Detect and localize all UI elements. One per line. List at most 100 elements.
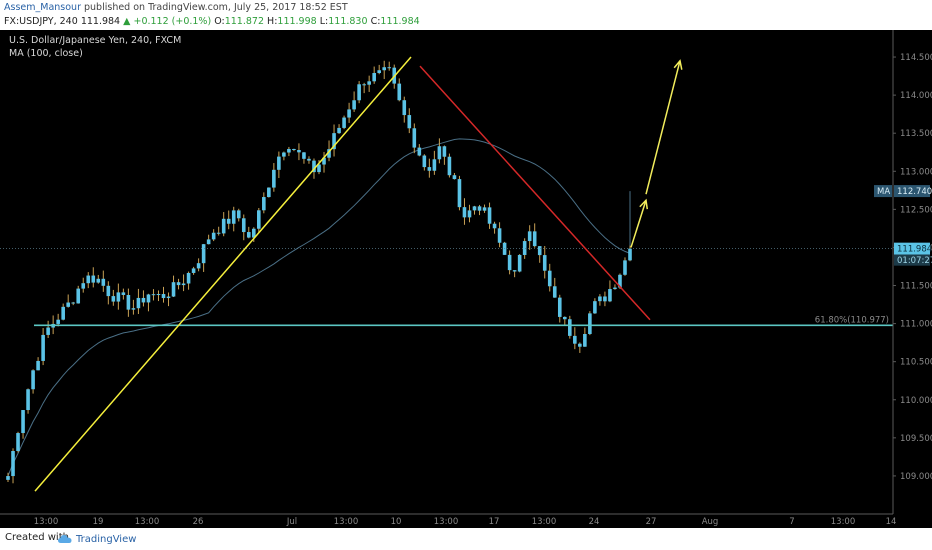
candle <box>282 152 286 157</box>
tradingview-logo[interactable]: TradingView <box>58 530 136 548</box>
chart-canvas[interactable]: 61.80%(110.977) 109.000 109.500 110.000 110… <box>0 30 932 528</box>
candle <box>397 83 402 101</box>
candle <box>206 239 211 245</box>
candle <box>618 274 622 288</box>
ohlc-line: FX:USDJPY, 240 111.984 ▲ +0.112 (+0.1%) … <box>4 16 420 27</box>
candle <box>557 297 562 317</box>
candle <box>31 370 35 390</box>
candle <box>171 282 176 297</box>
candle <box>608 289 612 302</box>
price-axis-bg <box>893 30 932 528</box>
candle <box>257 210 261 229</box>
candle <box>497 228 502 243</box>
symbol-label: FX:USDJPY, 240 <box>4 16 78 27</box>
candle <box>191 268 196 273</box>
candle <box>156 294 161 296</box>
candle <box>106 285 111 297</box>
candle <box>512 270 517 272</box>
candle <box>196 263 201 269</box>
legend-title: U.S. Dollar/Japanese Yen, 240, FXCM <box>9 35 182 46</box>
candle <box>332 133 336 150</box>
candle <box>522 241 527 255</box>
candle <box>583 334 587 347</box>
candle <box>146 294 151 303</box>
candle <box>482 207 487 211</box>
candle <box>116 292 121 302</box>
candle <box>161 294 166 299</box>
candle <box>16 433 20 452</box>
candle <box>307 158 311 161</box>
price-tick-label: 114.000 <box>900 91 932 101</box>
uptrend-line[interactable] <box>34 56 412 492</box>
candle <box>357 84 361 101</box>
time-tick-label: 13:00 <box>135 517 160 527</box>
candle <box>407 115 412 129</box>
fib-level-label: 61.80%(110.977) <box>815 315 889 325</box>
time-tick-label: Aug <box>702 517 719 527</box>
chart-header: Assem_Mansour published on TradingView.c… <box>0 0 932 30</box>
candle <box>387 67 392 69</box>
candle <box>532 231 537 247</box>
candle <box>487 207 492 224</box>
last-price-tag-text: 111.984 <box>897 245 932 255</box>
candle <box>603 296 607 302</box>
time-tick-label: 24 <box>589 517 600 527</box>
candle <box>226 218 231 224</box>
arrow-head-icon <box>639 198 649 210</box>
candle <box>91 275 96 283</box>
candle <box>277 156 281 170</box>
candle <box>201 244 206 264</box>
author-link[interactable]: Assem_Mansour <box>4 2 81 13</box>
ma-value-tag-text: 112.740 <box>897 187 932 197</box>
candle <box>382 67 387 71</box>
candle <box>56 319 60 324</box>
arrow-shaft <box>645 60 681 195</box>
downtrend-line[interactable] <box>419 65 651 321</box>
price-chart[interactable]: 61.80%(110.977) 109.000 109.500 110.000 110… <box>0 30 932 528</box>
price-tick-label: 109.000 <box>900 472 932 482</box>
price-tick-label: 113.000 <box>900 167 932 177</box>
arrow-1[interactable] <box>630 198 649 248</box>
candle <box>121 292 126 295</box>
candle <box>6 476 10 480</box>
price-tick-label: 112.500 <box>900 205 932 215</box>
candle <box>211 232 216 240</box>
candle <box>322 157 326 165</box>
low-label: L: <box>319 16 329 27</box>
time-tick-label: 7 <box>789 517 794 527</box>
candle <box>573 335 577 344</box>
candle <box>141 297 146 303</box>
candle <box>593 301 597 314</box>
candle <box>367 81 371 85</box>
candle <box>432 159 437 171</box>
candle <box>186 272 191 284</box>
candle <box>246 232 251 238</box>
candle <box>568 319 572 336</box>
change-value: +0.112 (+0.1%) <box>133 16 212 27</box>
candle <box>437 146 442 160</box>
candle <box>126 294 131 310</box>
arrow-2[interactable] <box>645 59 683 195</box>
candle <box>327 149 331 158</box>
time-tick-label: 13:00 <box>434 517 459 527</box>
candle <box>231 210 236 224</box>
candle <box>342 117 346 128</box>
candle <box>241 218 246 233</box>
chart-legend: U.S. Dollar/Japanese Yen, 240, FXCM MA (… <box>9 34 181 60</box>
candle <box>76 288 81 304</box>
candle <box>457 179 462 208</box>
candle <box>527 231 532 242</box>
arrow-shaft <box>630 199 647 248</box>
candle <box>442 146 447 157</box>
candle <box>26 389 30 411</box>
candle <box>181 283 186 286</box>
candle <box>588 313 592 335</box>
candle <box>287 148 291 153</box>
candle <box>317 164 321 173</box>
time-tick-label: Jul <box>286 517 297 527</box>
candle <box>537 246 542 256</box>
candle <box>347 109 351 118</box>
legend-indicator[interactable]: MA (100, close) <box>9 48 83 59</box>
price-tick-label: 110.000 <box>900 396 932 406</box>
candle <box>41 334 45 361</box>
